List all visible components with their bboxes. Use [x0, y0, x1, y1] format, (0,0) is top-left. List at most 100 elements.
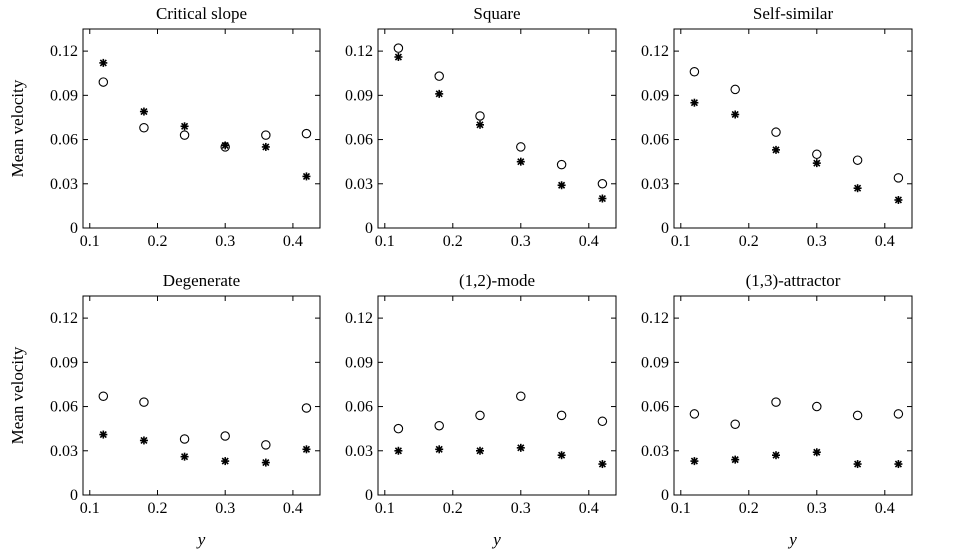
y-axis-label: Mean velocity [8, 346, 27, 444]
y-tick-label: 0.03 [345, 443, 373, 460]
data-point-circle [220, 431, 230, 441]
x-tick-label: 0.4 [875, 233, 895, 250]
x-tick-label: 0.1 [80, 233, 100, 250]
y-tick-label: 0.06 [641, 399, 669, 416]
y-tick-label: 0.03 [641, 443, 669, 460]
x-tick-label: 0.2 [443, 500, 463, 517]
y-tick-label: 0.06 [345, 399, 373, 416]
data-point-star [180, 122, 189, 131]
data-point-star [516, 443, 525, 452]
data-point-star [894, 460, 903, 469]
data-point-star [302, 445, 311, 454]
data-point-star [690, 457, 699, 466]
chart-title: Square [473, 4, 520, 23]
data-point-star [139, 107, 148, 116]
panel-3: Self-similar 0 0.03 0.06 0.09 0.12 0.1 0.2 0.3 0.… [641, 4, 913, 250]
data-point-circle [771, 397, 781, 407]
data-point-star [476, 120, 484, 129]
data-point-star [99, 58, 108, 67]
y-tick-label: 0.12 [641, 43, 669, 60]
chart-title: Critical slope [156, 4, 247, 23]
panel-6: (1,3)-attractor 0 0.03 0.06 0.09 0.12 0.1 0.2 0.… [641, 271, 913, 549]
y-tick-label: 0.12 [345, 43, 373, 60]
chart-title: (1,3)-attractor [746, 271, 841, 290]
data-point-star [853, 184, 862, 193]
y-tick-label: 0.12 [641, 310, 669, 327]
data-point-star [435, 89, 444, 98]
y-tick-label: 0 [70, 220, 78, 237]
data-point-star [221, 457, 230, 466]
data-point-circle [852, 410, 863, 421]
data-point-star [731, 110, 740, 119]
y-tick-label: 0.03 [345, 176, 373, 193]
x-tick-label: 0.4 [579, 500, 599, 517]
plot-frame [673, 295, 913, 496]
plot-frame [82, 28, 321, 229]
x-tick-label: 0.2 [739, 233, 759, 250]
x-axis-label: y [196, 530, 206, 549]
data-point-star [394, 446, 403, 455]
x-tick-label: 0.4 [579, 233, 599, 250]
data-point-circle [139, 123, 149, 133]
data-point-circle [516, 142, 526, 152]
y-tick-label: 0.06 [50, 132, 78, 149]
y-tick-label: 0.09 [641, 87, 669, 104]
data-point-star [598, 460, 607, 469]
data-point-star [557, 451, 566, 460]
chart-title: Self-similar [753, 4, 834, 23]
data-point-circle [393, 43, 404, 53]
data-point-circle [597, 416, 608, 427]
y-tick-label: 0.06 [641, 132, 669, 149]
data-point-star [731, 455, 740, 464]
data-point-star [180, 452, 189, 461]
y-tick-label: 0.03 [50, 176, 78, 193]
x-axis-label: y [491, 530, 501, 549]
x-tick-label: 0.4 [283, 233, 303, 250]
plot-frame [82, 295, 321, 496]
plot-frame [673, 28, 913, 229]
panel-4: Degenerate 0 0.03 0.06 0.09 0.12 0.1 0.2 0.3 0.4 M… [8, 271, 321, 549]
y-tick-label: 0.06 [345, 132, 373, 149]
x-tick-label: 0.3 [807, 233, 827, 250]
x-tick-label: 0.1 [671, 500, 691, 517]
data-point-star [394, 53, 403, 62]
data-point-circle [689, 66, 700, 77]
y-tick-label: 0.06 [50, 399, 78, 416]
x-tick-label: 0.1 [671, 233, 691, 250]
data-point-circle [301, 128, 312, 139]
data-point-star [516, 157, 525, 166]
data-point-circle [893, 173, 904, 183]
data-point-star [812, 448, 821, 457]
y-tick-label: 0.12 [345, 310, 373, 327]
data-point-circle [730, 419, 740, 429]
plot-frame [377, 28, 617, 229]
x-tick-label: 0.4 [875, 500, 895, 517]
x-tick-label: 0.3 [807, 500, 827, 517]
y-tick-label: 0.09 [50, 354, 78, 371]
x-tick-label: 0.3 [511, 500, 531, 517]
data-point-star [812, 159, 821, 168]
y-tick-label: 0.09 [641, 354, 669, 371]
data-point-circle [179, 130, 190, 140]
data-point-star [221, 141, 230, 150]
y-axis-label: Mean velocity [8, 79, 27, 177]
plot-frame [377, 295, 617, 496]
y-tick-label: 0.12 [50, 310, 78, 327]
data-point-star [557, 181, 566, 190]
data-point-circle [475, 111, 485, 121]
data-point-circle [434, 420, 444, 431]
panel-1: Critical slope 0 0.03 0.06 0.09 0.12 0.1 0.2 0.3… [8, 4, 321, 250]
x-tick-label: 0.4 [283, 500, 303, 517]
data-point-circle [179, 434, 190, 444]
data-point-circle [597, 179, 608, 189]
data-point-circle [730, 84, 740, 95]
data-point-circle [261, 440, 271, 450]
data-point-star [894, 195, 903, 204]
panel-2: Square 0 0.03 0.06 0.09 0.12 0.1 0.2 0.3 0.4 [345, 4, 617, 250]
data-point-circle [852, 155, 863, 165]
x-tick-label: 0.3 [215, 500, 235, 517]
panel-5: (1,2)-mode 0 0.03 0.06 0.09 0.12 0.1 0.2 0.3 0.4 y [345, 271, 617, 549]
x-tick-label: 0.2 [443, 233, 463, 250]
x-tick-label: 0.1 [375, 233, 395, 250]
